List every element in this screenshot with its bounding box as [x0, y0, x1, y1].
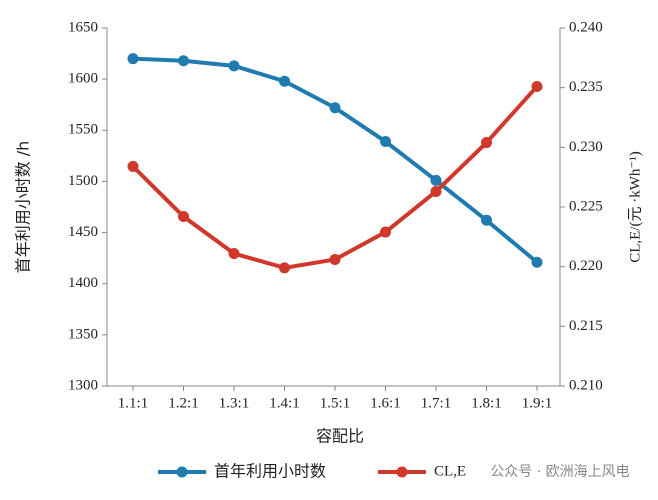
- data-point: [430, 174, 442, 186]
- y2-tick-label: 0.220: [569, 258, 603, 274]
- data-point: [531, 256, 543, 268]
- data-point: [481, 214, 492, 226]
- x-tick-label: 1.7:1: [421, 395, 451, 411]
- data-point: [329, 102, 341, 114]
- x-tick-label: 1.6:1: [370, 395, 400, 411]
- legend-label: CL,E: [434, 463, 466, 479]
- x-tick-label: 1.4:1: [269, 395, 299, 411]
- x-axis-title: 容配比: [316, 427, 364, 446]
- data-point: [380, 136, 391, 148]
- x-tick-label: 1.2:1: [168, 395, 198, 411]
- data-point: [228, 248, 240, 260]
- y2-axis-title: CL,E/(元 ·kWh⁻¹): [627, 151, 643, 263]
- data-point: [481, 137, 492, 149]
- y-axis-title: 首年利用小时数 /h: [14, 141, 33, 274]
- y-tick-label: 1450: [68, 224, 98, 240]
- data-point: [127, 160, 139, 172]
- series-line: [131, 85, 539, 270]
- y2-tick-label: 0.225: [569, 198, 603, 214]
- watermark: 公众号 · 欧洲海上风电: [490, 464, 629, 480]
- y-tick-label: 1550: [68, 122, 98, 138]
- data-point: [127, 53, 139, 65]
- data-point: [531, 80, 543, 92]
- y2-tick-label: 0.235: [569, 79, 603, 95]
- y-tick-label: 1650: [68, 19, 98, 35]
- data-point: [279, 262, 290, 274]
- x-tick-label: 1.8:1: [471, 395, 501, 411]
- data-point: [279, 75, 290, 87]
- y-tick-label: 1500: [68, 173, 98, 189]
- x-tick-label: 1.1:1: [118, 395, 148, 411]
- data-point: [329, 254, 341, 266]
- x-tick-label: 1.9:1: [522, 395, 552, 411]
- data-point: [178, 55, 189, 67]
- y2-tick-label: 0.240: [569, 19, 603, 35]
- y-tick-label: 1600: [68, 71, 98, 87]
- legend-label: 首年利用小时数: [214, 462, 326, 481]
- legend-marker: [396, 466, 408, 478]
- data-point: [380, 226, 391, 238]
- data-point: [430, 185, 442, 197]
- x-tick-label: 1.3:1: [219, 395, 249, 411]
- y2-tick-label: 0.210: [569, 377, 603, 393]
- y-tick-label: 1350: [68, 326, 98, 342]
- legend-marker: [176, 466, 188, 478]
- x-tick-label: 1.5:1: [320, 395, 350, 411]
- y2-tick-label: 0.215: [569, 318, 603, 334]
- data-point: [228, 60, 240, 72]
- y-tick-label: 1300: [68, 377, 98, 393]
- data-point: [178, 211, 189, 223]
- series-line: [132, 56, 539, 264]
- y2-tick-label: 0.230: [569, 139, 603, 155]
- y-tick-label: 1400: [68, 275, 98, 291]
